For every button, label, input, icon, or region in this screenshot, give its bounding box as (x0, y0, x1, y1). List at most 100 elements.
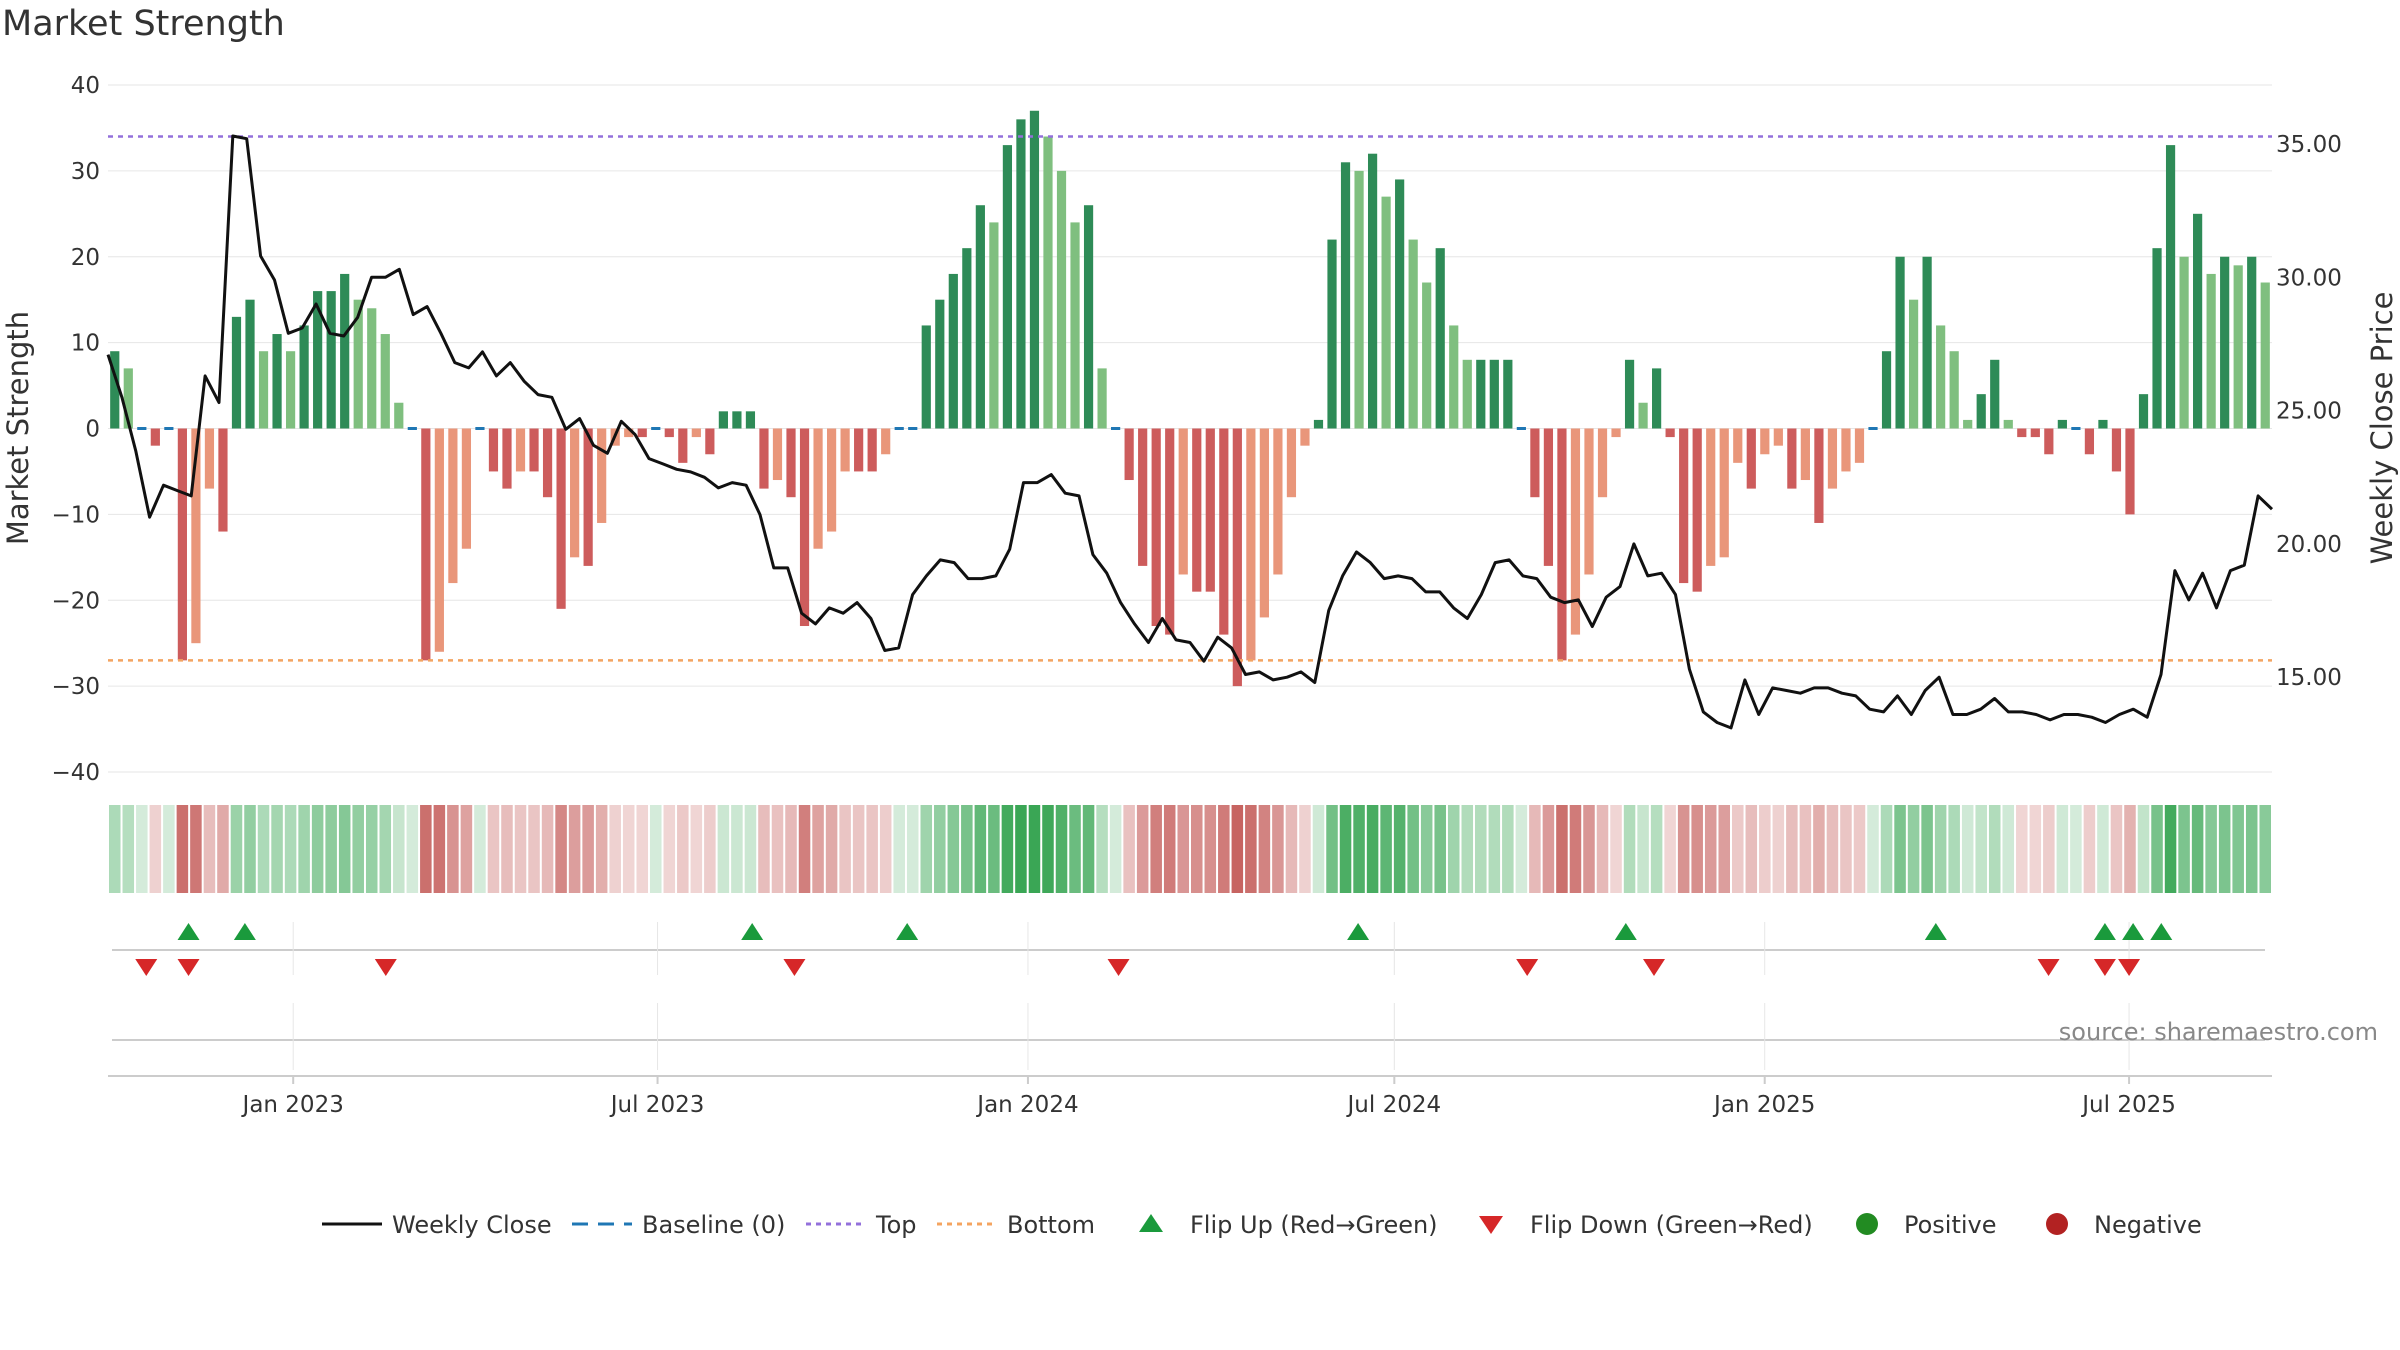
strength-bar (1854, 428, 1865, 463)
heat-cell (1961, 805, 1974, 893)
y-tick-label: 20 (71, 245, 100, 271)
heat-cell (406, 805, 419, 893)
strength-bar (1435, 248, 1445, 429)
flip-up-marker (896, 923, 919, 940)
heat-cell (203, 805, 216, 893)
y2-axis-title: Weekly Close Price (2365, 292, 2399, 565)
y-tick-label: −40 (51, 760, 100, 786)
strength-bar (1990, 359, 2000, 429)
heat-cell (433, 805, 446, 893)
heat-cell (1907, 805, 1920, 893)
strength-bar (1963, 419, 1973, 429)
heat-cell (1704, 805, 1717, 893)
heat-cell (2259, 805, 2271, 893)
strength-bar (1192, 428, 1202, 592)
flip-down-marker (783, 959, 806, 976)
heat-cell (1312, 805, 1325, 893)
heat-cell (974, 805, 987, 893)
heat-cell (1407, 805, 1419, 893)
flip-markers-panel (108, 922, 2272, 1077)
heat-cell (839, 805, 851, 893)
strength-bar (1462, 359, 1472, 429)
strength-bar (1340, 162, 1351, 429)
heat-cell (230, 805, 243, 893)
strength-bar (637, 428, 647, 438)
strength-bar (2206, 273, 2216, 429)
heat-cell (176, 805, 189, 893)
strength-bar (1354, 170, 1364, 429)
strength-bar (502, 428, 512, 489)
heat-cell (1447, 805, 1460, 893)
strength-bar (921, 325, 931, 429)
heat-cell (271, 805, 283, 893)
heat-cell (1380, 805, 1392, 893)
strength-bar (204, 428, 215, 489)
y2-tick-label: 30.00 (2276, 265, 2342, 291)
heat-cell (1123, 805, 1135, 893)
legend-swatch-flip-down (1479, 1216, 1503, 1234)
heat-cell (122, 805, 135, 893)
y-tick-label: 40 (71, 73, 100, 99)
heat-cell (447, 805, 459, 893)
strength-bar (340, 273, 350, 429)
heat-cell (988, 805, 1000, 893)
flip-down-marker (1643, 959, 1666, 976)
heat-cell (1055, 805, 1068, 893)
heat-cell (2070, 805, 2082, 893)
strength-bar (1002, 145, 1013, 429)
strength-bar (935, 299, 945, 429)
strength-bar (1408, 239, 1418, 429)
x-tick-label: Jul 2025 (2080, 1092, 2176, 1118)
strength-bar (1300, 428, 1310, 446)
strength-bar (759, 428, 769, 489)
heat-cell (582, 805, 594, 893)
legend-label: Negative (2094, 1211, 2202, 1239)
strength-bar (962, 248, 972, 429)
heat-cell (1393, 805, 1406, 893)
strength-bar (854, 428, 864, 472)
strength-bar (2152, 248, 2162, 429)
strength-bar (1178, 428, 1188, 575)
strength-bar (461, 428, 472, 549)
strength-bar (1530, 428, 1540, 498)
strength-bar (1138, 428, 1148, 566)
heat-cell (190, 805, 202, 893)
strength-bar (1706, 428, 1716, 566)
flip-down-marker (374, 959, 397, 976)
heat-cell (934, 805, 946, 893)
heat-cell (1001, 805, 1014, 893)
heat-cell (1082, 805, 1095, 893)
legend-swatch-negative (2046, 1213, 2068, 1235)
strength-bar (2138, 394, 2149, 429)
flip-up-marker (233, 923, 256, 940)
heat-cell (257, 805, 270, 893)
heat-cell (1042, 805, 1054, 893)
heat-cell (2016, 805, 2028, 893)
strength-bar (2260, 282, 2270, 429)
heat-cell (298, 805, 310, 893)
reference-lines (108, 135, 2272, 662)
strength-bar (1327, 239, 1337, 429)
strength-bar (624, 428, 634, 438)
x-tick-label: Jan 2023 (241, 1092, 344, 1118)
strength-bar (1922, 256, 1932, 429)
flip-down-marker (1107, 959, 1130, 976)
strength-bar (1259, 428, 1269, 618)
strength-bar (2017, 428, 2027, 438)
strength-bar (583, 428, 593, 566)
legend-swatch-flip-up (1139, 1214, 1163, 1232)
strength-bar (1881, 351, 1892, 429)
strength-bar (1597, 428, 1608, 498)
heat-cell (622, 805, 635, 893)
chart-title: Market Strength (2, 4, 285, 44)
strength-bar (1611, 428, 1621, 438)
heat-cell (1691, 805, 1703, 893)
strength-bar (1422, 282, 1432, 429)
strength-bar (542, 428, 553, 498)
strength-bar (2084, 428, 2095, 455)
strength-bar (664, 428, 674, 438)
heat-cell (636, 805, 648, 893)
heat-cell (947, 805, 960, 893)
heat-cell (1475, 805, 1487, 893)
heat-cell (2178, 805, 2190, 893)
